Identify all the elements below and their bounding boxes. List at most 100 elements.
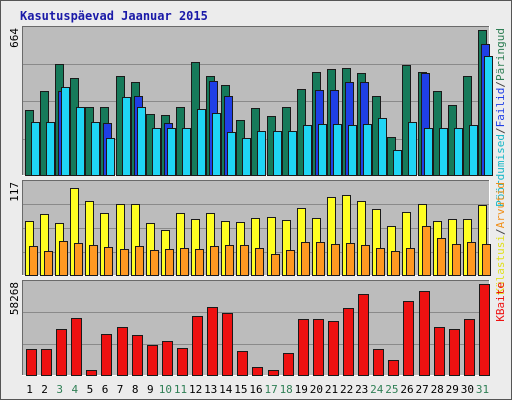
bar-hosts-orange (59, 241, 68, 276)
day-label: 16 (249, 383, 262, 396)
bar-kbytes (268, 370, 279, 376)
bar-visits (424, 128, 433, 176)
legend-separator: / (494, 81, 507, 88)
bar-kbytes (403, 301, 414, 376)
bar-hosts-orange (467, 242, 476, 276)
bar-visits (152, 128, 161, 176)
day-label: 27 (415, 383, 428, 396)
bar-hosts-orange (89, 245, 98, 276)
day-label: 11 (174, 383, 187, 396)
bar-kbytes (86, 370, 97, 376)
bar-kbytes (132, 335, 143, 376)
day-label: 21 (325, 383, 338, 396)
bar-hosts-orange (165, 249, 174, 276)
bar-visits (439, 128, 448, 176)
bar-visits (137, 107, 146, 176)
bar-kbytes (298, 319, 309, 376)
day-label: 10 (159, 383, 172, 396)
day-label: 25 (385, 383, 398, 396)
bar-kbytes (358, 294, 369, 376)
day-label: 1 (26, 383, 33, 396)
bar-kbytes (479, 284, 490, 376)
day-label: 9 (147, 383, 154, 396)
panel-shadow-edge (22, 280, 490, 376)
day-label: 31 (476, 383, 489, 396)
bar-hosts-orange (482, 244, 491, 276)
bar-hosts-orange (376, 248, 385, 276)
bar-hosts-orange (29, 246, 38, 276)
bar-kbytes (434, 327, 445, 376)
bar-kbytes (162, 341, 173, 376)
day-axis-labels: 1 2 3 4 5 6 7 8 9 10 11 12 13 14 15 16 17 18 19 20 21 22 23 24 2… (26, 383, 489, 396)
bar-kbytes (343, 308, 354, 376)
day-label: 23 (355, 383, 368, 396)
day-label: 20 (310, 383, 323, 396)
chart-title: Kasutuspäevad Jaanuar 2015 (20, 9, 208, 23)
top-panel (22, 26, 493, 176)
day-label: 24 (370, 383, 384, 396)
bar-hosts-orange (255, 248, 264, 276)
bar-visits (91, 122, 100, 176)
bar-kbytes (222, 313, 233, 376)
day-label: 18 (280, 383, 293, 396)
bar-kbytes (71, 318, 82, 376)
bar-hosts-orange (210, 246, 219, 276)
day-label: 3 (56, 383, 63, 396)
legend-separator: / (494, 228, 507, 235)
middle-panel-legend: Külastusi/Arvutid (494, 182, 507, 295)
bar-visits (167, 128, 176, 176)
bar-visits (469, 125, 478, 176)
day-label: 12 (189, 383, 202, 396)
bar-visits (333, 124, 342, 176)
legend-label: Päringud (494, 28, 507, 81)
bar-hosts-orange (422, 226, 431, 276)
bar-visits (454, 128, 463, 176)
bar-hosts-orange (452, 244, 461, 276)
bar-visits (303, 125, 312, 176)
bar-hosts-orange (286, 250, 295, 276)
bottom-panel-ymax-label: 58268 (8, 282, 21, 315)
day-label: 29 (446, 383, 459, 396)
day-label: 22 (340, 383, 353, 396)
day-label: 7 (117, 383, 124, 396)
bar-hosts-orange (104, 247, 113, 276)
top-panel-ymax-label: 664 (8, 28, 21, 48)
bar-hosts-orange (437, 238, 446, 276)
legend-label: Pöördumised (494, 134, 507, 207)
bar-visits (348, 125, 357, 176)
day-label: 5 (87, 383, 94, 396)
bar-hosts-orange (406, 248, 415, 276)
legend-label: Failid (494, 88, 507, 128)
legend-label: Külastusi (494, 235, 507, 295)
bar-kbytes (283, 353, 294, 376)
day-label: 17 (264, 383, 277, 396)
bar-visits (257, 131, 266, 176)
bar-kbytes (56, 329, 67, 376)
bar-visits (378, 118, 387, 176)
bar-kbytes (207, 307, 218, 376)
bar-hosts-orange (346, 243, 355, 276)
day-label: 6 (102, 383, 109, 396)
bar-hosts-orange (225, 245, 234, 276)
bar-kbytes (177, 348, 188, 376)
bottom-panel-legend: KBaite (494, 282, 507, 322)
day-label: 30 (461, 383, 474, 396)
top-panel-legend: Pöördumised/Failid/Päringud (494, 28, 507, 207)
bar-kbytes (328, 321, 339, 376)
middle-panel-ymax-label: 117 (8, 182, 21, 202)
bottom-panel (22, 280, 490, 376)
bar-kbytes (449, 329, 460, 376)
bar-hosts-orange (44, 251, 53, 276)
legend-label: Arvutid (494, 182, 507, 228)
day-label: 28 (431, 383, 444, 396)
bar-hosts-orange (316, 242, 325, 276)
day-label: 15 (234, 383, 247, 396)
bar-kbytes (117, 327, 128, 376)
day-label: 4 (71, 383, 78, 396)
bar-hosts-orange (135, 246, 144, 276)
day-label: 14 (219, 383, 233, 396)
bar-visits (106, 138, 115, 176)
bar-hosts-orange (331, 244, 340, 276)
bar-hosts-orange (240, 245, 249, 276)
